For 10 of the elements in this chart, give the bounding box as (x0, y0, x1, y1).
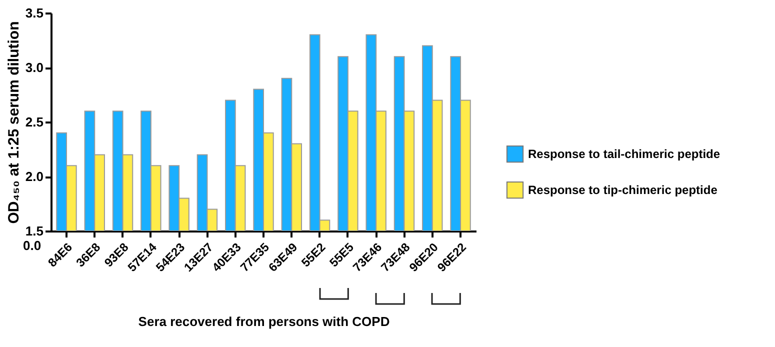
y-tick-label: 2.0 (25, 169, 44, 184)
legend-label: Response to tip-chimeric peptide (528, 183, 718, 197)
y-axis-title: OD₄₅₀ at 1:25 serum dilution (5, 21, 22, 224)
x-axis-title: Sera recovered from persons with COPD (138, 314, 390, 329)
y-tick-label: 3.0 (25, 60, 44, 75)
text: 0.0 (23, 238, 42, 253)
y-tick-label: 2.5 (25, 114, 44, 130)
legend-label: Response to tail-chimeric peptide (528, 147, 720, 161)
y-tick-label: 3.5 (25, 6, 44, 20)
y-tick-label: 1.5 (25, 224, 44, 238)
